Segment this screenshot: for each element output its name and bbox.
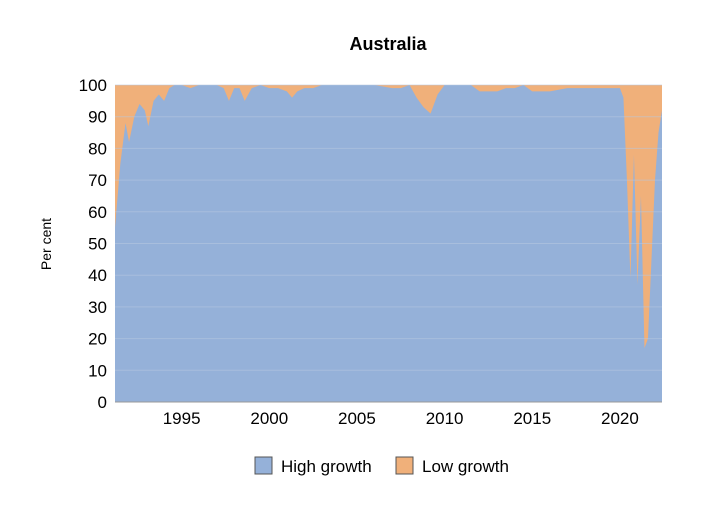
- legend: High growth Low growth: [254, 456, 509, 476]
- plot-area: [115, 84, 662, 403]
- y-tick-label: 100: [79, 76, 107, 95]
- x-tick-label: 2020: [601, 409, 639, 428]
- y-tick-label: 20: [88, 330, 107, 349]
- y-tick-label: 70: [88, 171, 107, 190]
- x-tick-label: 2005: [338, 409, 376, 428]
- chart-title: Australia: [349, 34, 427, 54]
- y-axis-label: Per cent: [38, 218, 54, 270]
- x-tick-labels: 1995 2000 2005 2010 2015 2020: [163, 409, 639, 428]
- x-tick-label: 2010: [426, 409, 464, 428]
- x-tick-label: 2015: [513, 409, 551, 428]
- y-tick-label: 50: [88, 235, 107, 254]
- y-tick-label: 90: [88, 108, 107, 127]
- legend-swatch: [395, 456, 414, 475]
- x-tick-label: 2000: [250, 409, 288, 428]
- x-tick-label: 1995: [163, 409, 201, 428]
- y-tick-label: 80: [88, 139, 107, 158]
- y-tick-label: 40: [88, 266, 107, 285]
- y-tick-label: 10: [88, 361, 107, 380]
- y-tick-label: 30: [88, 298, 107, 317]
- y-tick-label: 0: [98, 393, 107, 412]
- y-tick-labels: 0 10 20 30 40 50 60 70 80 90 100: [79, 76, 107, 412]
- legend-label: Low growth: [422, 457, 509, 476]
- legend-label: High growth: [281, 457, 372, 476]
- y-tick-label: 60: [88, 203, 107, 222]
- legend-swatch: [254, 456, 273, 475]
